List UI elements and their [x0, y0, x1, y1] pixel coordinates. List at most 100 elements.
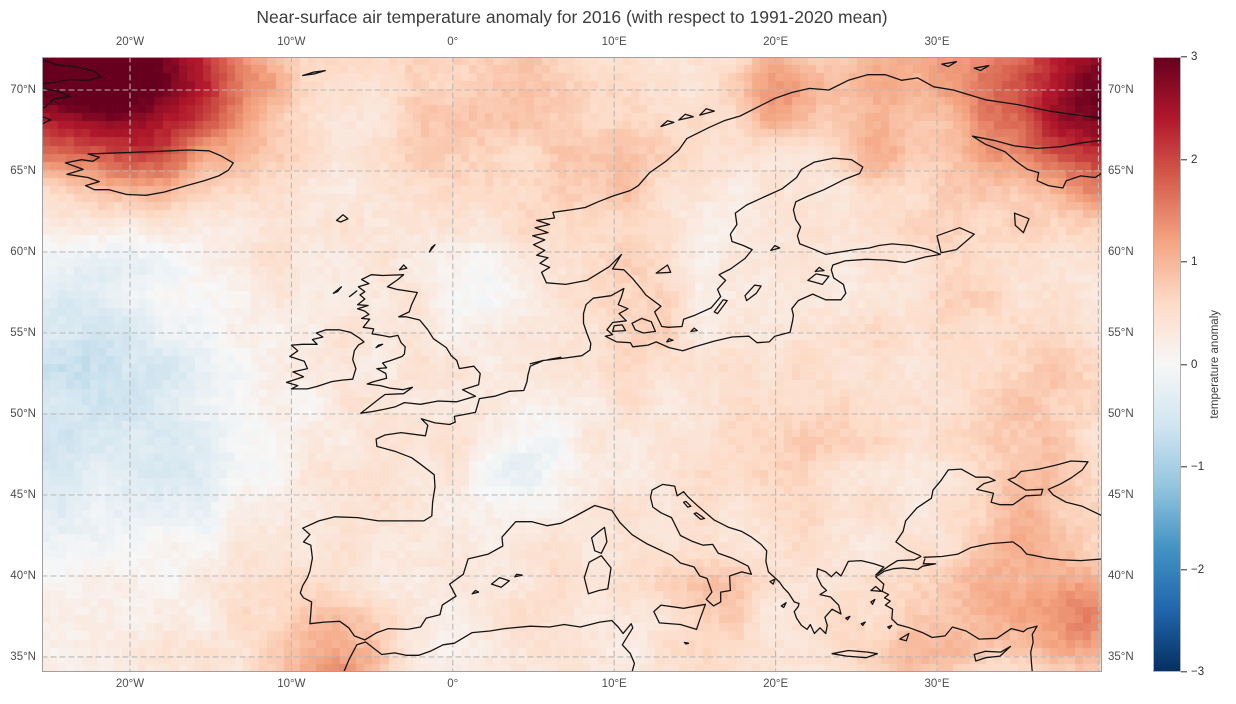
lon-tick-label-bottom: 10°E	[601, 678, 627, 690]
coastline	[887, 624, 893, 630]
lat-tick-label-right: 55°N	[1108, 326, 1134, 339]
coastline	[814, 266, 825, 273]
colorbar-tick-label: 0	[1191, 358, 1198, 371]
coastline	[769, 578, 776, 585]
lon-tick-label-top: 10°W	[277, 36, 306, 48]
coastline	[973, 65, 990, 72]
lat-tick-label-right: 70°N	[1108, 84, 1134, 97]
colorbar-tick-mark	[1181, 466, 1187, 468]
coastline	[343, 619, 636, 672]
coastline	[831, 649, 878, 659]
coastline	[653, 603, 707, 631]
coastline	[302, 69, 326, 77]
coastline	[398, 264, 408, 271]
lat-tick-label-left: 45°N	[10, 488, 36, 501]
coastline	[690, 327, 698, 333]
temperature-field-canvas	[42, 57, 1102, 672]
coastline	[682, 500, 692, 508]
lon-tick-label-bottom: 10°W	[277, 678, 306, 690]
colorbar-label: temperature anomaly	[1209, 310, 1221, 419]
colorbar-tick-label: −3	[1191, 665, 1205, 678]
lat-tick-label-right: 65°N	[1108, 165, 1134, 178]
colorbar-label-wrap: temperature anomaly	[1203, 57, 1227, 672]
coastline	[375, 343, 384, 349]
colorbar	[1153, 57, 1181, 672]
lon-tick-label-bottom: 30°E	[924, 678, 950, 690]
lon-tick-label-top: 20°W	[115, 36, 145, 48]
lat-tick-label-right: 35°N	[1108, 650, 1134, 663]
map-overlay-svg	[42, 57, 1102, 672]
lat-tick-label-left: 70°N	[10, 84, 36, 97]
lon-tick-label-bottom: 20°W	[115, 678, 145, 690]
colorbar-tick-mark	[1181, 671, 1187, 673]
colorbar-tick-label: −2	[1191, 563, 1205, 576]
lat-tick-label-right: 45°N	[1108, 488, 1134, 501]
coastline	[514, 573, 523, 578]
lat-tick-label-left: 60°N	[10, 246, 36, 258]
coastline	[845, 615, 851, 621]
colorbar-tick-mark	[1181, 56, 1187, 58]
coastline	[348, 290, 358, 298]
coastline	[678, 113, 694, 121]
lat-tick-label-left: 35°N	[10, 650, 36, 663]
coastline	[611, 324, 627, 333]
coastline	[583, 555, 612, 595]
coastline	[693, 512, 706, 520]
colorbar-tick-mark	[1181, 363, 1187, 366]
coastline	[64, 149, 234, 196]
lon-tick-label-top: 30°E	[924, 36, 950, 48]
colorbar-tick-mark	[1181, 568, 1187, 571]
coastline	[285, 329, 365, 390]
coastline	[699, 108, 715, 116]
coastline	[870, 585, 882, 592]
chart-title: Near-surface air temperature anomaly for…	[256, 7, 888, 27]
coastline	[870, 598, 876, 605]
coastline	[335, 214, 349, 223]
coastline	[770, 244, 781, 252]
coastline	[299, 74, 1102, 641]
coastline	[42, 87, 71, 110]
colorbar-tick-label: 2	[1191, 153, 1198, 166]
lon-tick-label-top: 10°E	[601, 36, 627, 48]
coastline	[923, 541, 1102, 562]
lat-tick-label-right: 40°N	[1108, 569, 1134, 582]
lat-tick-label-left: 55°N	[10, 326, 36, 339]
coastline	[899, 632, 910, 642]
coastline	[875, 558, 1038, 672]
coastline	[807, 273, 830, 286]
coastline	[973, 645, 1012, 662]
coastline	[744, 284, 762, 302]
lat-tick-label-right: 50°N	[1108, 407, 1134, 420]
colorbar-tick-label: 1	[1191, 255, 1198, 268]
lon-tick-label-top: 20°E	[763, 36, 789, 48]
coastline	[655, 264, 672, 274]
coastline	[780, 602, 787, 609]
lon-tick-label-bottom: 0°	[447, 678, 459, 690]
coastline	[713, 299, 728, 315]
coastline	[666, 338, 674, 343]
coastline	[860, 621, 866, 627]
coastline	[42, 115, 52, 125]
coastline	[332, 286, 343, 294]
colorbar-gradient	[1154, 58, 1180, 671]
map-plot-area	[42, 57, 1102, 672]
coastline	[471, 589, 480, 595]
coastline	[936, 227, 975, 254]
lon-tick-label-top: 0°	[447, 36, 459, 48]
lat-tick-label-left: 40°N	[10, 569, 36, 582]
colorbar-tick-label: −1	[1191, 460, 1205, 473]
coastline	[941, 61, 958, 68]
lon-tick-label-bottom: 20°E	[763, 678, 789, 690]
lat-tick-label-left: 50°N	[10, 407, 36, 420]
coastline	[428, 244, 436, 253]
lat-tick-label-right: 60°N	[1108, 246, 1134, 258]
colorbar-tick-mark	[1181, 261, 1187, 263]
coastline	[971, 135, 1102, 189]
coastline	[683, 641, 690, 645]
coastline	[631, 317, 657, 334]
colorbar-tick-label: 3	[1191, 50, 1198, 63]
coastline	[490, 576, 510, 588]
coastline	[364, 483, 922, 641]
coastline	[1013, 212, 1030, 234]
